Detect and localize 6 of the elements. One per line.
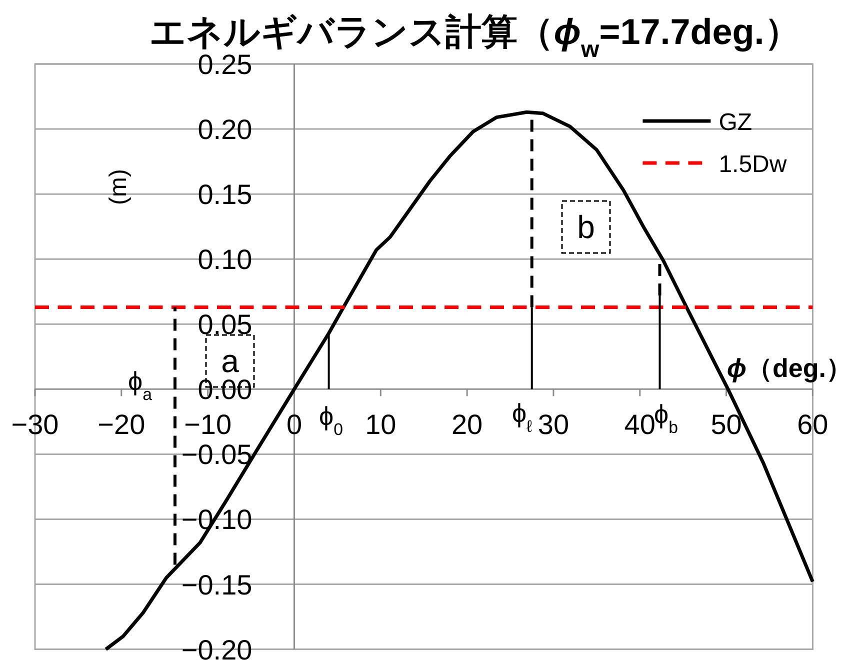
annotation: ϕ$_{ℓ}$ <box>512 398 532 436</box>
annotation: ϕ$_{b}$ <box>654 399 678 437</box>
annotation: ϕ$_{0}$ <box>319 401 343 439</box>
annotation: a <box>221 343 239 380</box>
annotation: b <box>577 209 595 246</box>
annotation: ϕ$_{a}$ <box>128 366 152 404</box>
